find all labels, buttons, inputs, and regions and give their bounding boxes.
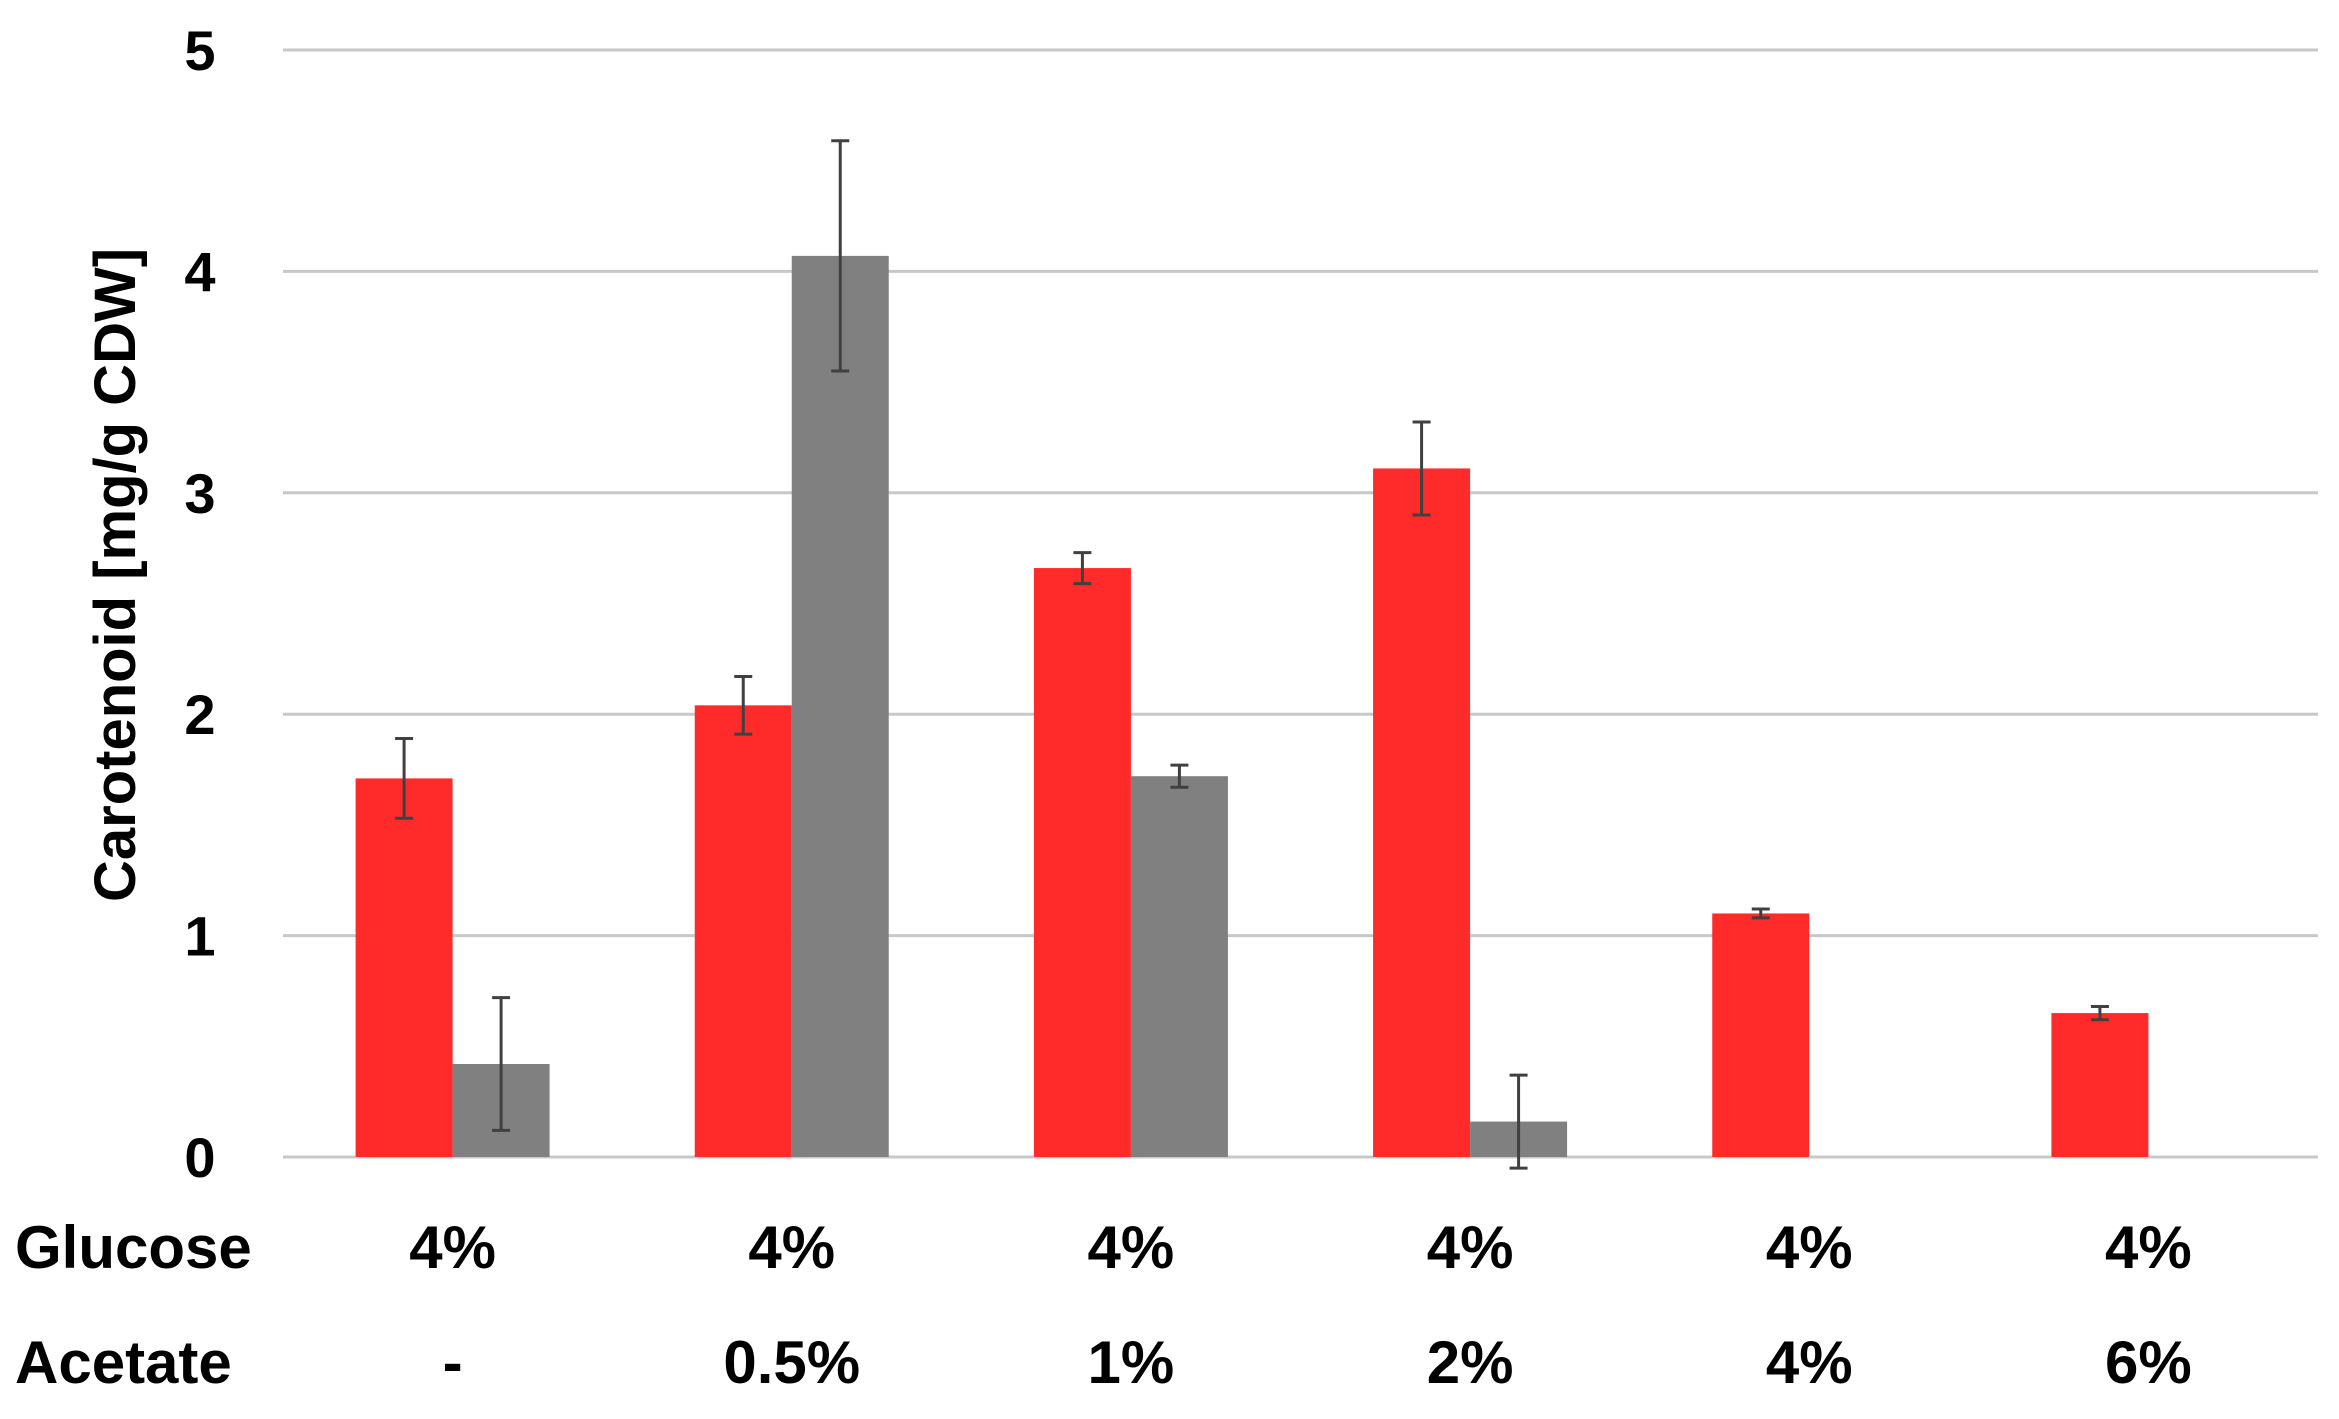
y-tick-label: 2 xyxy=(184,683,215,746)
error-bar-series-1-2 xyxy=(1073,551,1092,586)
category-value-glucose: 4% xyxy=(2105,1214,2192,1281)
y-axis-title: Carotenoid [mg/g CDW] xyxy=(83,248,148,902)
error-bar-series-2-0 xyxy=(492,996,511,1132)
error-bar-series-2-2 xyxy=(1170,763,1189,789)
error-bar-series-1-5 xyxy=(2090,1004,2109,1022)
y-tick-label: 4 xyxy=(184,240,215,303)
bar-series-1-3 xyxy=(1373,468,1471,1157)
y-tick-label: 0 xyxy=(184,1126,215,1189)
y-tick-label: 3 xyxy=(184,462,215,525)
bar-series-1-0 xyxy=(355,778,453,1157)
category-value-glucose: 4% xyxy=(1088,1214,1175,1281)
gridlines xyxy=(283,48,2318,1159)
category-value-glucose: 4% xyxy=(409,1214,496,1281)
y-tick-label: 5 xyxy=(184,19,215,82)
category-value-glucose: 4% xyxy=(748,1214,835,1281)
bar-series-2-1 xyxy=(791,255,889,1158)
category-value-acetate: 0.5% xyxy=(723,1329,860,1396)
error-bar-series-1-4 xyxy=(1751,907,1770,920)
error-bar-series-2-3 xyxy=(1509,1073,1528,1170)
bar-series-1-1 xyxy=(694,705,792,1157)
category-value-glucose: 4% xyxy=(1427,1214,1514,1281)
category-value-acetate: 6% xyxy=(2105,1329,2192,1396)
error-bar-series-1-0 xyxy=(395,737,414,820)
bar-series-1-2 xyxy=(1033,568,1131,1157)
category-value-acetate: 2% xyxy=(1427,1329,1514,1396)
error-bars xyxy=(395,139,2109,1170)
error-bar-series-2-1 xyxy=(831,139,850,373)
error-bar-series-1-1 xyxy=(734,675,753,736)
bar-series-1-4 xyxy=(1712,913,1810,1157)
bars xyxy=(355,255,2149,1158)
y-axis-ticks: 0 1 2 3 4 5 xyxy=(184,19,215,1189)
category-value-acetate: - xyxy=(443,1329,463,1396)
row-label-glucose: Glucose xyxy=(15,1214,252,1281)
row-label-acetate: Acetate xyxy=(15,1329,232,1396)
bar-series-2-2 xyxy=(1130,776,1228,1157)
y-tick-label: 1 xyxy=(184,905,215,968)
bar-series-1-5 xyxy=(2051,1013,2149,1157)
category-value-acetate: 1% xyxy=(1088,1329,1175,1396)
error-bar-series-1-3 xyxy=(1412,420,1431,517)
category-value-acetate: 4% xyxy=(1766,1329,1853,1396)
category-labels: Glucose 4% 4% 4% 4% 4% 4% Acetate - 0.5% 1% 2% 4% 6% xyxy=(15,1214,2192,1396)
category-value-glucose: 4% xyxy=(1766,1214,1853,1281)
